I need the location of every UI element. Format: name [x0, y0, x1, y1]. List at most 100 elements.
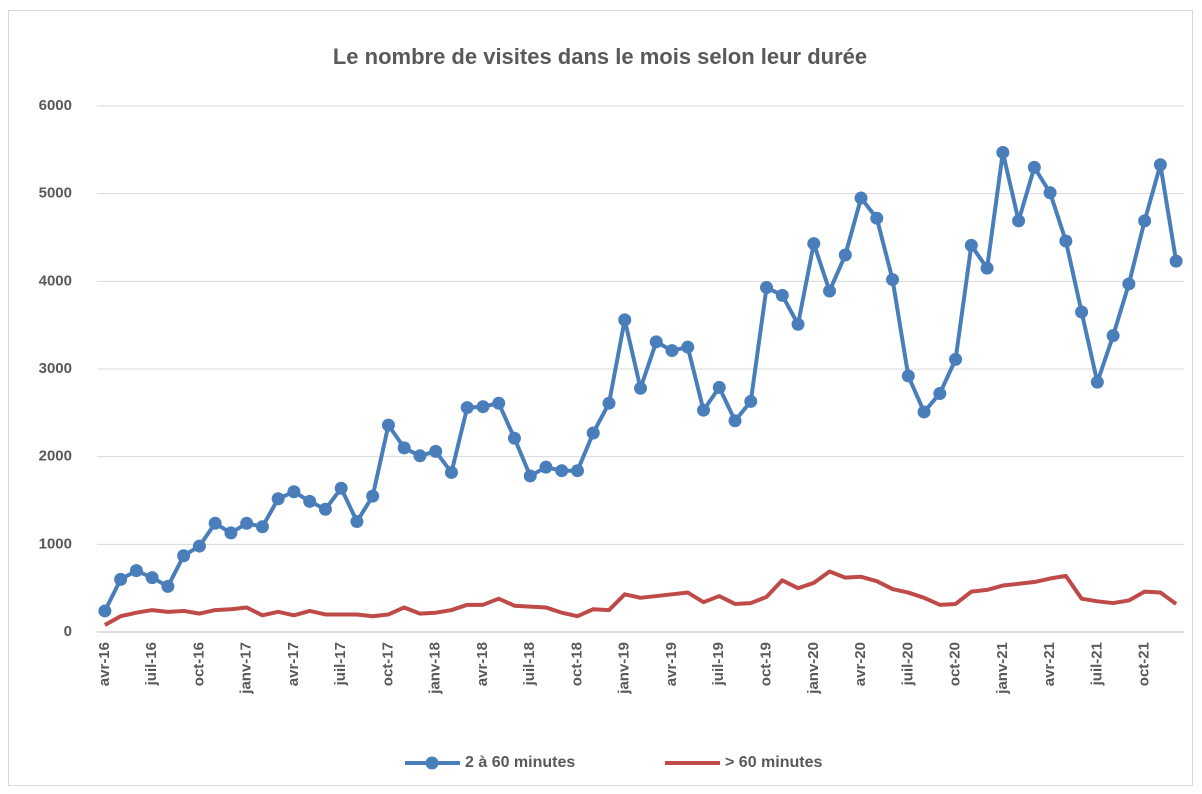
point	[507, 431, 521, 445]
y-tick-label: 2000	[39, 448, 72, 465]
point	[744, 394, 758, 408]
x-tick-label: janv-20	[805, 642, 822, 695]
x-tick-label: oct-18	[568, 642, 585, 686]
point	[949, 352, 963, 366]
point	[1138, 214, 1152, 228]
point	[114, 572, 128, 586]
point	[429, 444, 443, 458]
point	[870, 211, 884, 225]
series-line	[103, 569, 1178, 627]
x-tick-label: avr-16	[96, 642, 113, 686]
point	[539, 460, 553, 474]
point	[145, 571, 159, 585]
point	[334, 481, 348, 495]
point	[1169, 254, 1183, 268]
point	[192, 539, 206, 553]
point	[634, 381, 647, 395]
x-tick-label: juil-17	[332, 642, 349, 686]
point	[649, 335, 663, 349]
x-tick-label: avr-19	[663, 642, 680, 686]
point	[555, 464, 569, 478]
point	[287, 485, 301, 499]
x-tick-label: oct-19	[757, 642, 774, 686]
point	[570, 464, 584, 478]
y-tick-label: 4000	[39, 272, 72, 289]
point	[1027, 160, 1041, 174]
point	[1106, 329, 1120, 343]
x-tick-label: juil-21	[1088, 642, 1105, 686]
point	[255, 520, 269, 534]
legend-label: 2 à 60 minutes	[465, 754, 575, 771]
point	[933, 387, 947, 401]
point	[901, 369, 915, 383]
point	[917, 405, 931, 419]
y-tick-label: 6000	[39, 97, 72, 114]
point	[728, 414, 742, 428]
x-tick-label: janv-21	[994, 642, 1011, 695]
point	[1012, 214, 1026, 228]
y-tick-label: 0	[64, 623, 72, 640]
x-tick-label: juil-16	[143, 642, 160, 686]
point	[886, 273, 900, 287]
chart-title: Le nombre de visites dans le mois selon …	[333, 44, 867, 69]
point	[224, 526, 238, 540]
point	[161, 579, 175, 593]
point	[318, 502, 332, 516]
x-tick-label: janv-19	[616, 642, 633, 695]
point	[240, 516, 254, 530]
chart-border	[8, 10, 1193, 786]
legend-label: > 60 minutes	[725, 754, 822, 771]
point	[775, 288, 789, 302]
x-tick-label: janv-17	[238, 642, 255, 695]
point	[177, 549, 191, 563]
x-tick-label: oct-20	[947, 642, 964, 686]
point	[791, 317, 805, 331]
point	[397, 441, 411, 455]
point	[129, 564, 143, 578]
point	[381, 418, 395, 432]
x-tick-label: juil-18	[521, 642, 538, 686]
point	[854, 191, 868, 205]
point	[681, 340, 695, 354]
point	[1043, 186, 1057, 200]
point	[413, 449, 427, 463]
y-tick-label: 1000	[39, 535, 72, 552]
point	[523, 469, 537, 483]
point	[602, 396, 616, 410]
y-tick-label: 5000	[39, 185, 72, 202]
x-tick-label: juil-19	[710, 642, 727, 686]
x-tick-label: avr-20	[852, 642, 869, 686]
point	[98, 604, 112, 618]
point	[760, 280, 774, 294]
point	[996, 145, 1010, 159]
point	[476, 400, 490, 414]
x-tick-label: janv-18	[427, 642, 444, 695]
point	[586, 426, 600, 440]
point	[1075, 305, 1089, 319]
point	[1122, 277, 1136, 291]
point	[807, 237, 821, 251]
x-tick-label: avr-17	[285, 642, 302, 686]
x-tick-label: avr-18	[474, 642, 491, 686]
point	[712, 380, 726, 394]
x-tick-label: juil-20	[899, 642, 916, 686]
point	[838, 248, 852, 262]
point	[1153, 158, 1167, 172]
point	[366, 489, 380, 503]
point	[460, 401, 474, 415]
point	[271, 492, 285, 506]
point	[618, 313, 632, 327]
point	[823, 284, 837, 298]
y-tick-label: 3000	[39, 360, 72, 377]
point	[208, 516, 222, 530]
point	[492, 396, 506, 410]
point	[444, 465, 458, 479]
legend-marker	[425, 756, 439, 770]
point	[697, 403, 711, 417]
point	[1059, 234, 1073, 248]
point	[1090, 375, 1104, 389]
x-tick-label: oct-17	[379, 642, 396, 686]
point	[665, 344, 679, 358]
